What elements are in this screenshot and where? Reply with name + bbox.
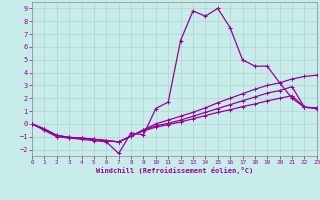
X-axis label: Windchill (Refroidissement éolien,°C): Windchill (Refroidissement éolien,°C): [96, 167, 253, 174]
